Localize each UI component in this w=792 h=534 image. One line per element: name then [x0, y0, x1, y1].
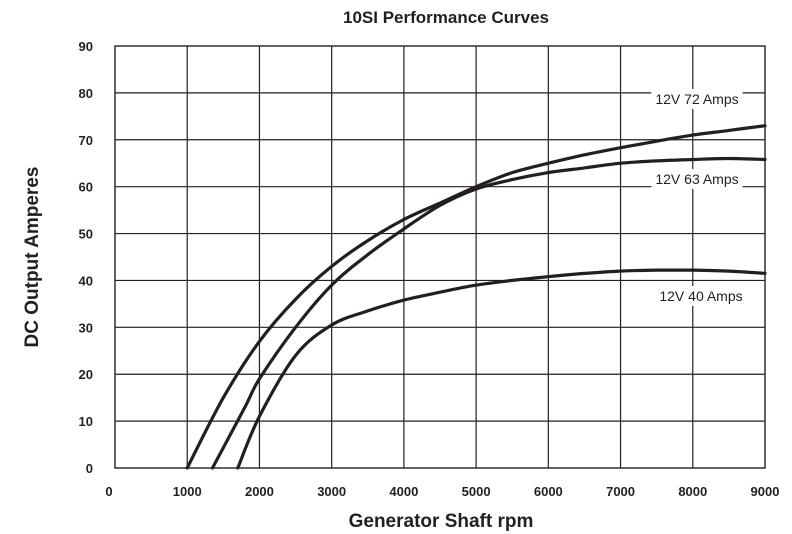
x-tick-label: 2000: [245, 484, 274, 499]
y-tick-label: 70: [79, 133, 93, 148]
grid: [115, 46, 765, 468]
plot-frame: [114, 45, 766, 469]
x-tick-label: 4000: [389, 484, 418, 499]
y-tick-label: 40: [79, 273, 93, 288]
x-tick-label: 3000: [317, 484, 346, 499]
y-tick-label: 20: [79, 367, 93, 382]
x-axis-title: Generator Shaft rpm: [349, 511, 534, 532]
y-tick-label: 90: [79, 39, 93, 54]
series-line-40-amps: [236, 268, 767, 470]
x-tick-label: 8000: [678, 484, 707, 499]
series-line-72-amps: [185, 124, 767, 470]
x-tick-label: 0: [105, 484, 112, 499]
y-tick-label: 60: [79, 180, 93, 195]
x-tick-label: 7000: [606, 484, 635, 499]
y-tick-label: 0: [86, 461, 93, 476]
x-tick-label: 6000: [534, 484, 563, 499]
series-label-72-amps: 12V 72 Amps: [655, 91, 738, 107]
series-label-63-amps: 12V 63 Amps: [655, 171, 738, 187]
x-tick-label: 9000: [751, 484, 780, 499]
series-labels: 12V 72 Amps 12V 63 Amps 12V 40 Amps: [651, 89, 747, 306]
series-line-63-amps: [210, 156, 767, 470]
series-label-background: [651, 169, 743, 189]
series-label-background: [651, 89, 743, 109]
y-tick-label: 50: [79, 227, 93, 242]
y-axis-title: DC Output Amperes: [22, 167, 43, 348]
chart-title: 10SI Performance Curves: [343, 8, 549, 27]
x-tick-label: 1000: [173, 484, 202, 499]
series-label-background: [655, 286, 747, 306]
y-tick-label: 80: [79, 86, 93, 101]
x-tick-label: 5000: [462, 484, 491, 499]
y-tick-label: 30: [79, 320, 93, 335]
curves: [185, 124, 767, 470]
series-label-40-amps: 12V 40 Amps: [659, 288, 742, 304]
y-tick-label: 10: [79, 414, 93, 429]
tick-labels: 0 1000 2000 3000 4000 5000 6000 7000 8000 9000 0 10…: [79, 39, 780, 499]
